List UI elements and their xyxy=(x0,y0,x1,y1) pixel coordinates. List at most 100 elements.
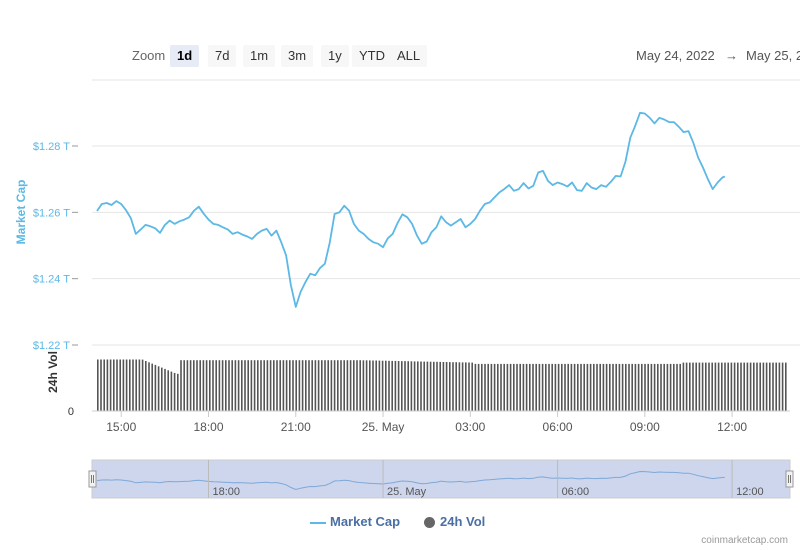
legend-market-cap[interactable]: Market Cap xyxy=(310,514,400,529)
legend-24h-vol-label: 24h Vol xyxy=(440,514,486,529)
volume-bar-174 xyxy=(653,363,656,411)
credit-link[interactable]: coinmarketcap.com xyxy=(701,535,788,546)
volume-bar-27 xyxy=(183,360,185,411)
volume-bar-204 xyxy=(749,362,752,411)
volume-bar-141 xyxy=(548,363,550,411)
vol-tick-label-0: 0 xyxy=(68,406,74,418)
volume-bar-207 xyxy=(759,362,761,411)
volume-bar-189 xyxy=(701,362,704,411)
volume-bar-86 xyxy=(372,360,374,411)
volume-bar-112 xyxy=(455,362,457,411)
volume-bar-154 xyxy=(589,363,592,411)
volume-bar-130 xyxy=(513,363,515,411)
volume-bar-9 xyxy=(125,359,128,411)
volume-bar-70 xyxy=(321,360,323,411)
volume-bar-102 xyxy=(423,361,425,411)
volume-bar-176 xyxy=(660,363,662,411)
volume-bar-168 xyxy=(634,363,637,411)
volume-bar-199 xyxy=(733,362,736,411)
zoom-1d-button[interactable]: 1d xyxy=(170,45,200,67)
vol-axis-title: 24h Vol xyxy=(46,351,60,393)
volume-bar-132 xyxy=(519,363,521,411)
range-to-input[interactable]: May 25, 2022 xyxy=(746,48,800,63)
volume-bar-3 xyxy=(106,359,109,411)
volume-bar-121 xyxy=(484,363,486,411)
volume-bar-159 xyxy=(605,363,608,411)
volume-bar-167 xyxy=(631,363,633,411)
range-from-input[interactable]: May 24, 2022 xyxy=(636,48,715,63)
legend-24h-vol[interactable]: 24h Vol xyxy=(424,514,485,529)
volume-bar-157 xyxy=(599,363,601,411)
zoom-1y-button[interactable]: 1y xyxy=(321,45,349,67)
line-legend-icon xyxy=(310,521,326,524)
volume-bar-104 xyxy=(429,361,432,411)
volume-bar-162 xyxy=(615,363,617,411)
navigator-handle-left[interactable] xyxy=(88,470,97,488)
circle-legend-icon xyxy=(424,517,435,529)
x-tick-label-7: 12:00 xyxy=(717,420,747,434)
nav-tick-label-1: 25. May xyxy=(387,486,427,498)
volume-bar-79 xyxy=(349,360,352,411)
volume-bar-202 xyxy=(743,362,745,411)
volume-bar-94 xyxy=(397,361,400,411)
volume-bar-115 xyxy=(465,362,467,411)
volume-bar-90 xyxy=(385,360,387,411)
y-tick-label-3: $1.28 T xyxy=(33,141,70,153)
volume-bar-91 xyxy=(388,360,390,411)
volume-bar-96 xyxy=(404,361,406,411)
volume-bar-138 xyxy=(538,363,541,411)
volume-bar-44 xyxy=(237,360,240,411)
volume-bar-139 xyxy=(541,363,544,411)
volume-bar-153 xyxy=(586,363,589,411)
volume-bar-119 xyxy=(477,363,480,411)
volume-bar-175 xyxy=(657,363,659,411)
volume-bar-201 xyxy=(740,362,742,411)
volume-bar-45 xyxy=(241,360,243,411)
volume-bar-42 xyxy=(231,360,233,411)
navigator-handle-right[interactable] xyxy=(785,470,794,488)
volume-bar-25 xyxy=(177,373,179,411)
volume-bar-38 xyxy=(218,360,221,411)
volume-bar-37 xyxy=(215,360,217,411)
volume-bar-146 xyxy=(564,363,566,411)
zoom-all-button[interactable]: ALL xyxy=(390,45,428,67)
volume-bar-19 xyxy=(157,366,160,411)
volume-bar-142 xyxy=(551,363,553,411)
volume-bar-97 xyxy=(407,361,409,411)
volume-bar-188 xyxy=(698,362,701,411)
volume-bar-116 xyxy=(468,362,470,411)
volume-bar-203 xyxy=(746,362,749,411)
volume-bar-68 xyxy=(314,360,317,411)
volume-bar-181 xyxy=(676,363,678,411)
volume-bar-5 xyxy=(113,359,115,411)
volume-bar-84 xyxy=(365,360,368,411)
volume-bar-49 xyxy=(253,360,256,411)
zoom-7d-button[interactable]: 7d xyxy=(208,45,237,67)
volume-bar-101 xyxy=(420,361,422,411)
volume-bar-30 xyxy=(193,360,195,411)
volume-bar-109 xyxy=(445,362,448,411)
volume-bar-51 xyxy=(260,360,262,411)
volume-bar-103 xyxy=(426,361,429,411)
volume-bar-20 xyxy=(161,367,163,411)
volume-bar-190 xyxy=(705,362,707,411)
volume-bar-14 xyxy=(141,359,144,411)
volume-bar-164 xyxy=(621,363,624,411)
volume-bar-18 xyxy=(154,364,157,411)
volume-bar-161 xyxy=(612,363,614,411)
volume-bar-151 xyxy=(580,363,582,411)
volume-bar-210 xyxy=(769,362,771,411)
x-tick-label-3: 25. May xyxy=(362,420,405,434)
zoom-1m-button[interactable]: 1m xyxy=(243,45,276,67)
volume-bar-43 xyxy=(234,360,237,411)
volume-bar-77 xyxy=(343,360,345,411)
volume-bar-134 xyxy=(525,363,528,411)
zoom-ytd-button[interactable]: YTD xyxy=(352,45,392,67)
zoom-3m-button[interactable]: 3m xyxy=(281,45,314,67)
volume-bar-41 xyxy=(228,360,230,411)
volume-bar-71 xyxy=(324,360,326,411)
volume-bar-127 xyxy=(503,363,505,411)
volume-bar-206 xyxy=(756,362,758,411)
volume-bar-64 xyxy=(301,360,304,411)
y-axis-title: Market Cap xyxy=(14,180,28,245)
